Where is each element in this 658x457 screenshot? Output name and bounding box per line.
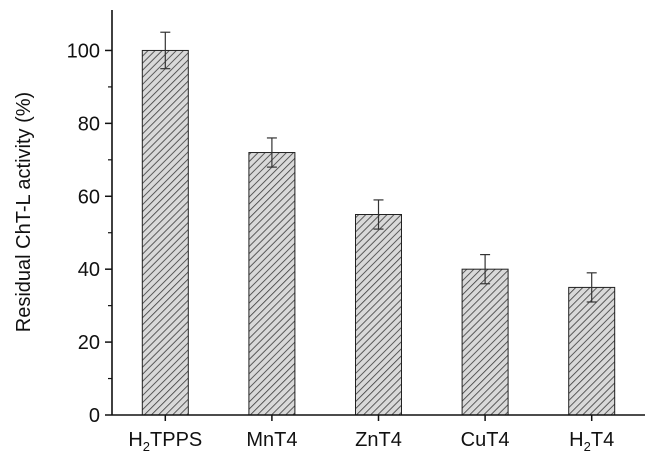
error-bar-H2T4 xyxy=(586,272,597,303)
y-tick-label: 80 xyxy=(78,113,100,135)
y-tick-label: 100 xyxy=(67,40,100,62)
y-tick-label: 60 xyxy=(78,186,100,208)
x-tick-label-ZnT4: ZnT4 xyxy=(355,429,402,451)
bar-MnT4 xyxy=(248,152,296,416)
y-tick-label: 40 xyxy=(78,259,100,281)
bar-H2T4 xyxy=(568,286,616,416)
bar-CuT4 xyxy=(461,268,509,416)
error-bars-group xyxy=(160,31,597,303)
x-tick-label-MnT4: MnT4 xyxy=(246,429,297,451)
bar-ZnT4 xyxy=(355,214,402,416)
error-bar-ZnT4 xyxy=(373,199,384,230)
y-tick-label: 20 xyxy=(78,332,100,354)
bar-H2TPPS xyxy=(141,49,189,416)
x-tick-label-H2T4: H2T4 xyxy=(569,429,614,454)
x-tick-label-H2TPPS: H2TPPS xyxy=(128,429,202,454)
y-tick-label: 0 xyxy=(89,405,100,427)
error-bar-CuT4 xyxy=(480,254,491,285)
bars-group xyxy=(141,49,616,416)
x-tick-label-CuT4: CuT4 xyxy=(461,429,510,451)
error-bar-MnT4 xyxy=(266,137,277,168)
y-axis-title: Residual ChT-L activity (%) xyxy=(13,92,35,332)
axes-group: H2TPPS MnT4 ZnT4 CuT4 H2T4 0 20 40 60 80 100 xyxy=(67,10,645,454)
error-bar-H2TPPS xyxy=(160,31,171,70)
